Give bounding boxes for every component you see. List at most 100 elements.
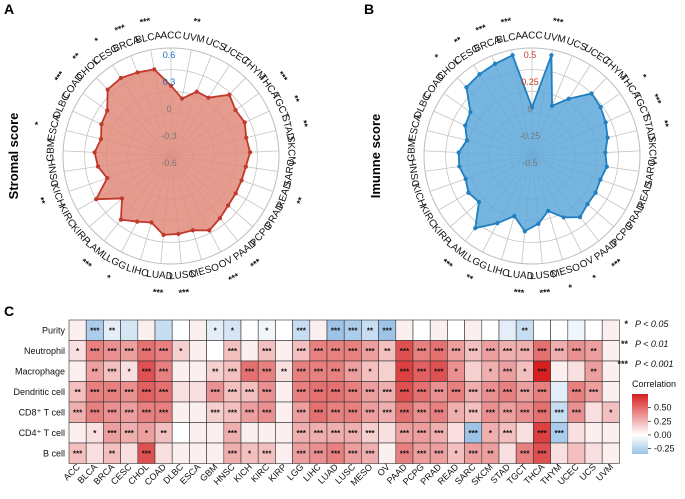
heatmap-cell-significance: ***: [348, 449, 358, 458]
heatmap-col-label: LGG: [285, 462, 306, 483]
radar-significance-paad: ***: [609, 256, 624, 271]
heatmap-cell-significance: *: [454, 449, 458, 458]
radar-significance-lusc: ***: [539, 287, 551, 298]
heatmap-cell-significance: ***: [537, 449, 547, 458]
heatmap-cell: [206, 340, 225, 362]
heatmap-cell-significance: ***: [589, 388, 599, 397]
heatmap-cell: [240, 319, 259, 341]
heatmap-cell-significance: ***: [314, 388, 324, 397]
radar-point-thca: [233, 107, 238, 113]
heatmap-cell: [85, 442, 104, 464]
radar-significance-lusc: ***: [178, 287, 190, 298]
heatmap-cell-significance: ***: [400, 347, 410, 356]
heatmap-cell: [171, 381, 190, 403]
radar-category-blca: BLCA: [495, 30, 523, 46]
heatmap-cell-significance: ***: [262, 449, 272, 458]
radar-significance-blca: ***: [139, 15, 152, 27]
radar-point-brca: [135, 70, 140, 75]
radar-point-laml: [118, 217, 124, 222]
heatmap-cell: [378, 360, 397, 382]
heatmap-cell-significance: **: [92, 367, 99, 376]
heatmap-row-label: Neutrophil: [24, 346, 65, 356]
heatmap-cell: [171, 319, 190, 341]
heatmap-cell: [189, 442, 207, 464]
heatmap-cell-significance: ***: [365, 347, 375, 356]
heatmap-cell-significance: ***: [159, 347, 169, 356]
radar-point-pcpg: [226, 203, 231, 208]
heatmap-cell-significance: ***: [107, 347, 117, 356]
heatmap-cell: [206, 422, 225, 444]
radar-ylabel: Imunne score: [368, 114, 383, 199]
heatmap-cell-significance: *: [76, 347, 80, 356]
heatmap-cell-significance: ***: [503, 347, 513, 356]
heatmap-cell-significance: ***: [365, 429, 375, 438]
radar-significance-uvm: **: [193, 16, 202, 27]
radar-significance-cesc: *: [93, 35, 102, 46]
radar-point-lihc: [512, 214, 517, 219]
radar-point-esca: [464, 138, 470, 143]
heatmap-row-label: Macrophage: [15, 366, 65, 376]
radar-significance-esca: *: [33, 120, 44, 126]
radar-point-chol: [105, 87, 110, 92]
heatmap-cell-significance: ***: [297, 388, 307, 397]
heatmap-cell: [206, 442, 225, 464]
colorbar-title: Correlation: [632, 379, 676, 389]
heatmap-cell: [601, 442, 620, 464]
heatmap-cell: [515, 422, 534, 444]
radar-point-chol: [464, 85, 469, 90]
radar-category-skcm: SKCM: [285, 136, 297, 165]
radar-significance-lgg: *: [104, 273, 112, 284]
heatmap-cell-significance: ***: [537, 388, 547, 397]
heatmap-cell-significance: ***: [469, 429, 479, 438]
radar-tick-label: 0: [527, 104, 532, 114]
heatmap-cell-significance: ***: [262, 408, 272, 417]
heatmap-cell-significance: ***: [331, 367, 341, 376]
legend-text: P < 0.01: [635, 339, 668, 349]
radar-point-dlbc: [463, 123, 468, 128]
heatmap-cell-significance: ***: [434, 367, 444, 376]
heatmap-cell-significance: ***: [348, 388, 358, 397]
radar-point-meso: [546, 208, 551, 214]
radar-point-blca: [510, 53, 515, 58]
radar-significance-read: **: [295, 195, 307, 205]
radar-significance-tgct: **: [290, 94, 302, 105]
heatmap-cell-significance: **: [487, 449, 494, 458]
heatmap-cell-significance: ***: [262, 347, 272, 356]
heatmap-cell-significance: ***: [348, 347, 358, 356]
radar-point-read: [598, 177, 603, 182]
radar-point-thca: [598, 105, 603, 110]
heatmap-cell-significance: ***: [159, 367, 169, 376]
radar-significance-cesc: **: [452, 34, 464, 46]
heatmap-col-label: UVM: [594, 462, 615, 483]
heatmap-cell-significance: ***: [520, 347, 530, 356]
radar-significance-thca: ***: [275, 69, 290, 84]
legend-stars: **: [621, 339, 629, 349]
heatmap-cell: [120, 319, 139, 341]
radar-point-gbm: [92, 150, 97, 155]
heatmap-cell: [601, 340, 620, 362]
panel-letter-b: B: [364, 1, 374, 17]
heatmap-cell-significance: **: [522, 326, 529, 335]
radar-point-luad: [522, 229, 527, 234]
heatmap-cell-significance: ***: [486, 388, 496, 397]
heatmap-cell-significance: ***: [537, 347, 547, 356]
heatmap-cell: [275, 401, 293, 423]
heatmap-cell-significance: **: [74, 388, 81, 397]
heatmap-cell: [584, 442, 603, 464]
heatmap-cell: [189, 340, 207, 362]
radar-point-dlbc: [99, 122, 104, 127]
heatmap-cell: [189, 381, 207, 403]
heatmap-cell: [189, 422, 207, 444]
radar-significance-coad: ***: [52, 69, 67, 84]
radar-point-uvm: [549, 53, 554, 58]
legend-text: P < 0.05: [635, 319, 669, 329]
heatmap-cell: [275, 340, 293, 362]
radar-point-paad: [577, 215, 583, 220]
heatmap-cell: [154, 319, 173, 341]
radar-point-lusc: [536, 221, 541, 226]
heatmap-cell-significance: **: [109, 449, 116, 458]
heatmap-cell: [567, 442, 586, 464]
radar-point-lgg: [495, 221, 500, 226]
heatmap-cell-significance: ***: [314, 347, 324, 356]
radar-tick-label: 0.6: [163, 50, 176, 60]
